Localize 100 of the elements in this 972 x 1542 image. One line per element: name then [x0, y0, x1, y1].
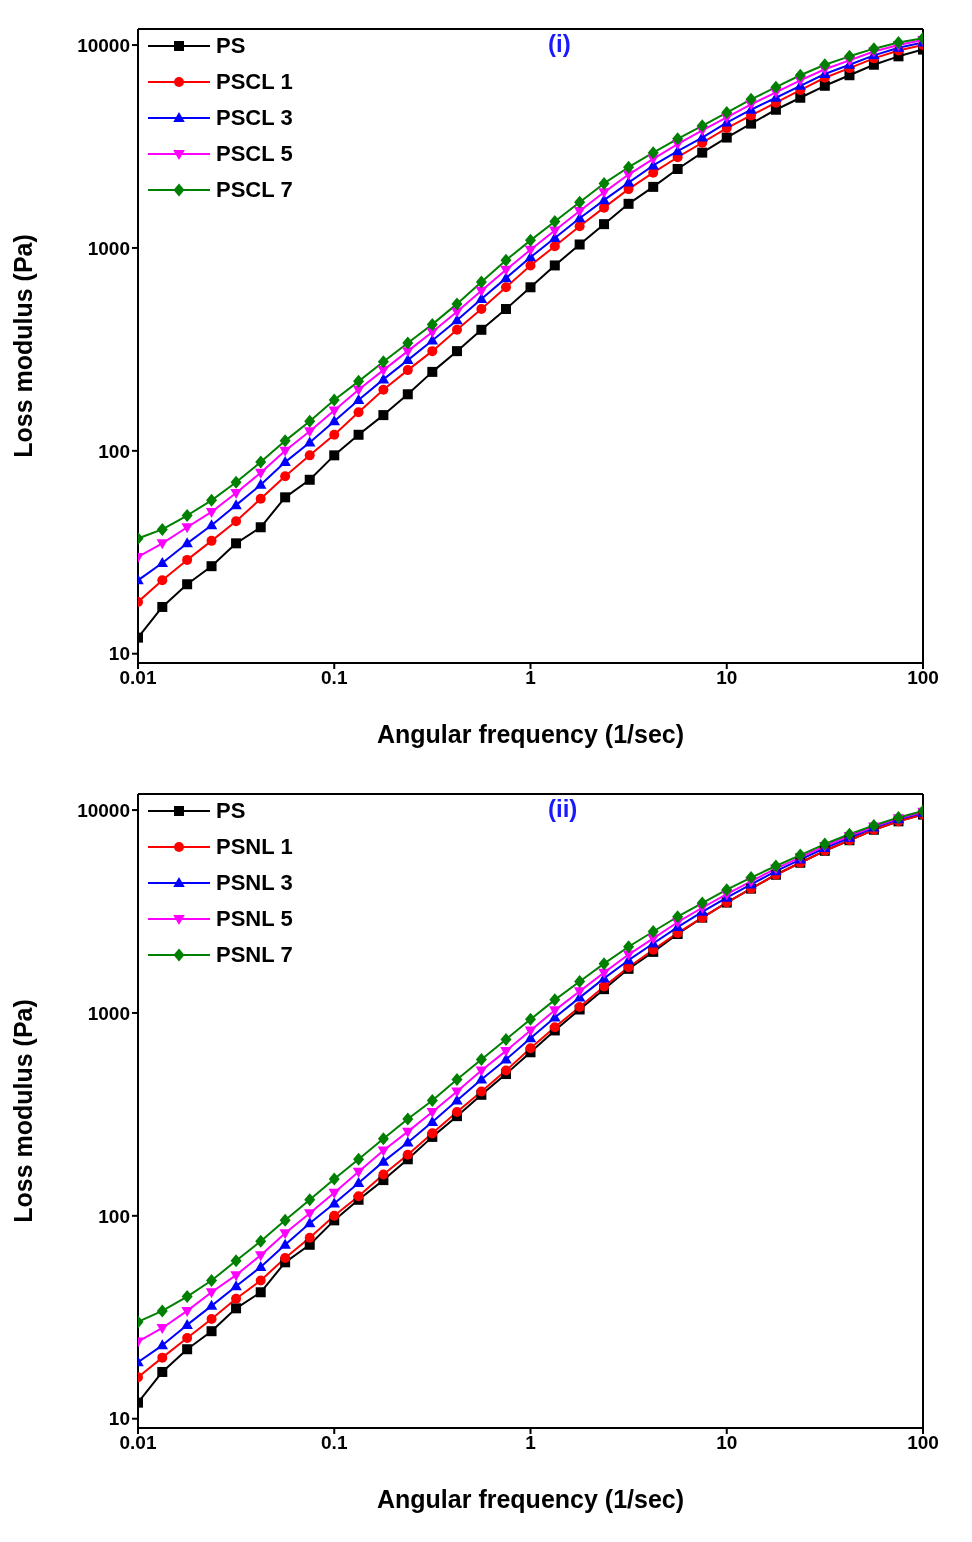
y-tick-label: 10000 — [77, 34, 130, 56]
point — [451, 324, 462, 335]
point — [475, 1066, 488, 1077]
point — [231, 1303, 242, 1314]
point — [647, 925, 659, 939]
point — [303, 1209, 316, 1220]
y-tick-label: 100 — [98, 440, 130, 462]
point — [451, 297, 463, 311]
legend-label: PSCL 3 — [216, 105, 293, 131]
point — [206, 1326, 217, 1337]
point — [402, 347, 414, 358]
point — [721, 106, 733, 120]
point — [549, 260, 560, 271]
point — [254, 478, 267, 489]
point — [598, 176, 610, 190]
x-tick-label: 0.1 — [321, 1432, 348, 1454]
point — [696, 119, 708, 133]
point — [573, 207, 586, 218]
point — [426, 1094, 438, 1108]
point — [254, 468, 267, 479]
point — [352, 394, 365, 405]
point — [574, 239, 585, 250]
point — [181, 1306, 193, 1317]
point — [378, 384, 389, 395]
point — [475, 1052, 487, 1066]
point — [255, 455, 267, 469]
point — [500, 1046, 512, 1057]
legend-label: PSNL 7 — [216, 942, 293, 968]
point — [427, 366, 438, 377]
point — [819, 58, 831, 72]
point — [623, 198, 634, 209]
point — [696, 896, 708, 910]
point — [794, 68, 806, 82]
legend-label: PSNL 1 — [216, 834, 293, 860]
point — [279, 1238, 291, 1249]
point — [770, 80, 782, 94]
point — [230, 1280, 242, 1291]
point — [303, 427, 316, 438]
point — [377, 355, 389, 369]
legend-label: PSCL 7 — [216, 177, 293, 203]
point — [378, 1169, 389, 1180]
legend-label: PSCL 1 — [216, 69, 293, 95]
point — [574, 221, 585, 232]
point — [255, 493, 266, 504]
point — [476, 324, 487, 335]
point — [328, 1197, 340, 1208]
point — [402, 365, 413, 376]
point — [500, 253, 512, 267]
x-axis-title: Angular frequency (1/sec) — [376, 720, 685, 748]
point — [892, 35, 904, 49]
point — [352, 1167, 365, 1178]
point — [598, 188, 610, 199]
point — [868, 42, 880, 56]
y-tick-label: 1000 — [87, 237, 130, 259]
point — [402, 336, 414, 350]
x-axis-title: Angular frequency (1/sec) — [376, 1485, 685, 1513]
point — [770, 859, 782, 873]
point — [255, 1234, 267, 1248]
point — [377, 1132, 389, 1146]
point — [206, 535, 217, 546]
point — [181, 537, 193, 548]
legend-label: PSNL 5 — [216, 906, 293, 932]
point — [230, 499, 242, 510]
x-tick-label: 10 — [716, 667, 738, 689]
point — [549, 226, 561, 237]
x-tick-label: 0.01 — [119, 1432, 157, 1454]
point — [574, 974, 586, 988]
point — [745, 871, 757, 885]
point — [328, 1172, 340, 1186]
point — [598, 968, 610, 979]
point — [304, 474, 315, 485]
point — [157, 575, 168, 586]
point — [843, 49, 855, 63]
point — [353, 429, 364, 440]
x-tick-label: 1 — [525, 667, 537, 689]
y-tick-label: 10 — [108, 1408, 130, 1430]
point — [254, 1260, 267, 1271]
point — [427, 346, 438, 357]
point — [279, 434, 291, 448]
point — [623, 160, 635, 174]
legend-label: PSCL 5 — [216, 141, 293, 167]
point — [746, 118, 757, 129]
point — [475, 275, 487, 289]
point — [377, 366, 390, 377]
point — [451, 346, 462, 357]
point — [328, 415, 340, 426]
point — [205, 1299, 218, 1310]
point — [500, 1032, 512, 1046]
point — [525, 1043, 536, 1054]
point — [304, 1232, 315, 1243]
point — [230, 1254, 242, 1268]
point — [156, 1304, 168, 1318]
legend-label: PS — [216, 798, 246, 824]
x-tick-label: 1 — [525, 1432, 537, 1454]
point — [672, 910, 684, 924]
point — [279, 456, 291, 467]
point — [255, 1287, 266, 1298]
point — [599, 219, 610, 230]
point — [206, 1314, 217, 1325]
point — [426, 317, 438, 331]
